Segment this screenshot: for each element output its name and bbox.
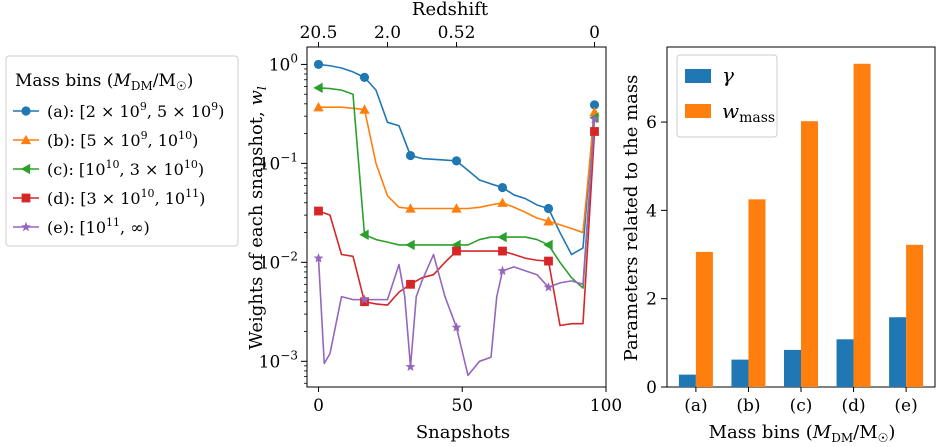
weights-panel: 0 50 100 100 10−1 10−2 10−3 20.5 2.0 0.52 0 Redsh… [246,0,622,443]
bar-gamma-d [836,339,854,387]
legend-entry-d: (d): [3 × 1010, 1011) [47,187,205,208]
data-point-a [497,182,508,193]
data-point-c [359,229,369,240]
bar-gamma-e [889,317,907,387]
data-point-d [406,279,415,289]
data-point-a [543,203,554,214]
top-tick-label: 0.52 [438,23,476,43]
bar-y-tick-label: 0 [646,378,657,398]
x-tick-label: 50 [451,396,473,416]
data-point-e [589,113,600,124]
category-label: (d) [841,396,865,416]
bar-y-tick-label: 6 [646,113,657,133]
legend-marker [20,134,32,145]
legend-marker [21,221,31,232]
y-tick-label: 100 [269,51,298,75]
legend-label-gamma: γ [722,63,734,87]
data-point-a [359,72,370,82]
series-line-c [318,87,596,289]
bar-wmass-b [748,199,766,387]
weights-axes-frame [306,46,607,388]
category-label: (c) [790,396,813,416]
data-point-d [452,246,461,256]
legend-swatch-wmass [685,104,711,118]
category-label: (a) [684,396,707,416]
legend-marker [21,193,31,203]
data-point-b [359,104,370,114]
data-point-a [313,59,324,70]
data-point-c [543,239,553,251]
legend-label-wmass: wmass [722,99,775,126]
legend-frame [5,55,239,247]
bar-wmass-c [801,121,818,387]
data-point-b [313,101,324,112]
data-point-e [497,265,508,276]
x-tick-label: 0 [313,396,324,416]
legend-entry-b: (b): [5 × 109, 1010) [47,129,198,150]
data-point-e [451,322,462,332]
bars-y-label: Parameters related to the mass [621,75,642,362]
category-label: (b) [736,396,760,416]
weights-y-label: Weights of each snapshot, wl [246,86,269,350]
data-point-b [405,203,416,213]
legend-entry-a: (a): [2 × 109, 5 × 109) [47,100,224,121]
bar-gamma-a [678,374,696,387]
bar-y-tick-label: 2 [646,290,657,310]
data-point-b [451,203,462,213]
mass-bins-legend: Mass bins (MDM/M☉) (a): [2 × 109, 5 × 10… [5,55,239,247]
data-point-e [543,282,554,292]
bar-y-tick-label: 4 [646,201,657,221]
legend-entry-e: (e): [1011, ∞) [47,216,150,237]
legend-entry-c: (c): [1010, 3 × 1010) [47,158,204,179]
mass-parameters-panel: (a) (b) (c) (d) (e) 0 2 4 6 Parameters related t… [621,46,936,445]
data-point-e [405,361,416,372]
data-point-d [498,246,507,256]
y-tick-label: 10−1 [259,150,298,174]
y-tick-label: 10−2 [259,249,298,273]
data-point-a [451,156,462,166]
top-tick-label: 2.0 [374,23,401,43]
data-point-b [543,216,554,226]
bar-gamma-b [731,359,749,387]
data-point-b [497,197,508,207]
data-point-c [405,239,415,251]
bar-gamma-c [784,349,801,387]
category-label: (e) [894,396,917,416]
bars-x-label: Mass bins (MDM/M☉) [709,422,896,445]
data-point-a [589,100,600,110]
data-point-a [405,150,416,161]
weights-x-label: Snapshots [416,422,510,443]
legend-marker [20,163,31,175]
legend-marker [21,106,31,116]
bar-wmass-d [853,63,871,387]
bar-wmass-a [695,251,713,387]
top-tick-label: 0 [589,23,600,43]
data-point-c [497,231,507,243]
data-point-c [313,82,323,94]
data-point-e [313,253,324,263]
legend-title: Mass bins (MDM/M☉) [15,71,193,93]
data-point-d [590,127,599,136]
x-tick-label: 100 [590,396,622,416]
legend-swatch-gamma [685,69,711,83]
top-axis-label: Redshift [412,0,489,20]
bar-wmass-e [906,244,924,387]
data-point-d [544,256,553,266]
data-point-e [359,294,370,304]
bars-legend: γ wmass [676,54,778,138]
top-tick-label: 20.5 [300,23,338,43]
data-point-d [314,206,323,216]
y-tick-label: 10−3 [259,348,298,372]
